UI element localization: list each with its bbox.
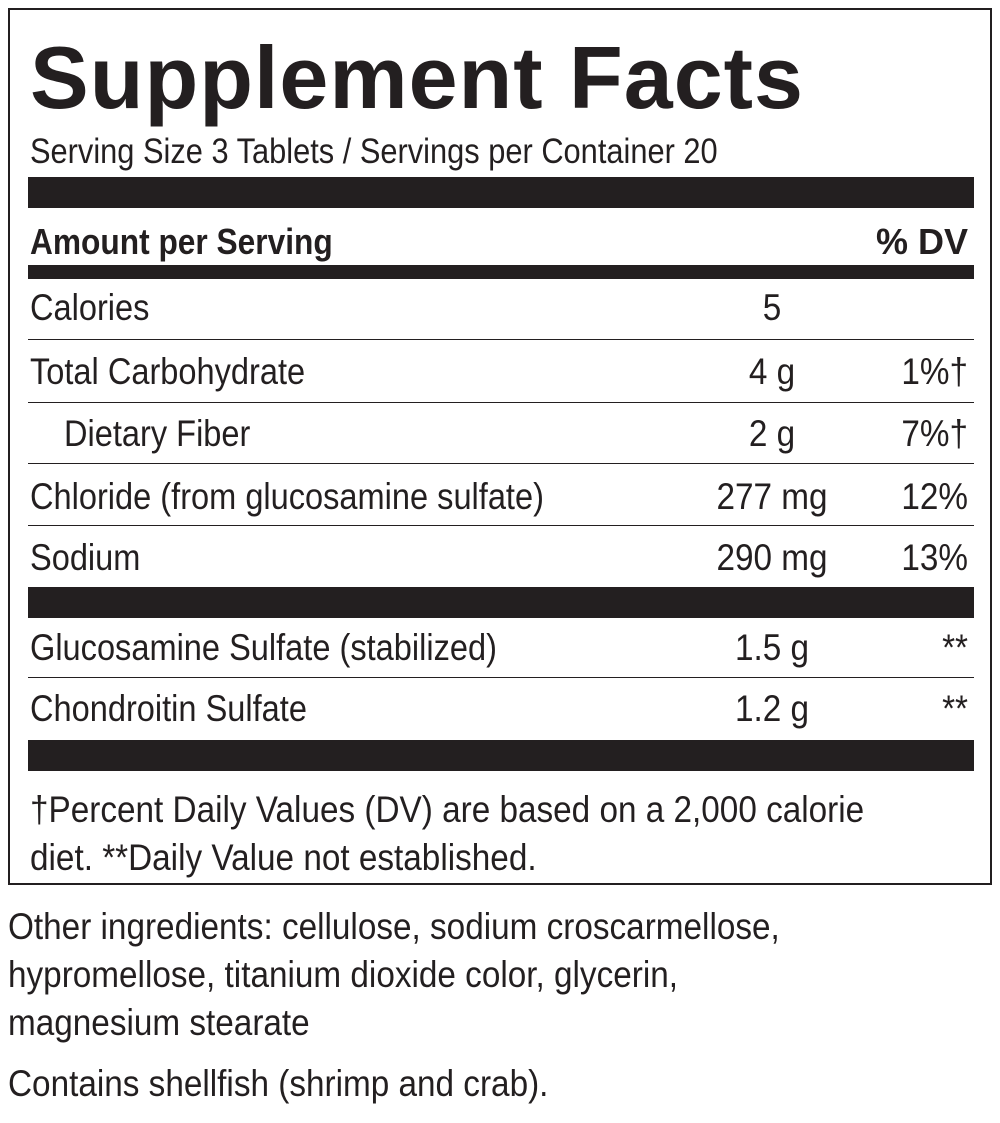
nutrient-name-sodium: Sodium [30, 537, 141, 578]
nutrient-amount-total-carbohydrate: 4 g [748, 351, 796, 392]
row-divider [28, 677, 974, 678]
supplement-facts-panel: Supplement Facts Serving Size 3 Tablets … [8, 8, 992, 885]
nutrient-name-chloride: Chloride (from glucosamine sulfate) [30, 476, 544, 517]
nutrient-name-dietary-fiber: Dietary Fiber [64, 413, 251, 454]
row-divider [28, 525, 974, 526]
footnote: †Percent Daily Values (DV) are based on … [30, 786, 975, 882]
nutrient-amount-dietary-fiber: 2 g [748, 413, 796, 454]
nutrient-name-calories: Calories [30, 287, 150, 328]
footnote-line: †Percent Daily Values (DV) are based on … [30, 789, 865, 830]
other-ingredients-line: magnesium stearate [8, 1002, 310, 1043]
divider-bar [28, 740, 974, 771]
divider-bar [28, 265, 974, 279]
nutrient-amount-sodium: 290 mg [716, 537, 828, 578]
amount-per-serving-header: Amount per Serving [30, 221, 333, 262]
ingredient-dv-glucosamine: ** [942, 627, 968, 668]
row-divider [28, 339, 974, 340]
ingredient-amount-chondroitin: 1.2 g [734, 688, 810, 729]
footnote-line: diet. **Daily Value not established. [30, 837, 537, 878]
nutrient-name-total-carbohydrate: Total Carbohydrate [30, 351, 306, 392]
ingredient-dv-chondroitin: ** [942, 688, 968, 729]
nutrient-dv-dietary-fiber: 7%† [901, 413, 968, 454]
nutrient-dv-total-carbohydrate: 1%† [901, 351, 968, 392]
nutrient-dv-chloride: 12% [901, 476, 968, 517]
allergen-statement: Contains shellfish (shrimp and crab). [8, 1063, 549, 1104]
other-ingredients-line: hypromellose, titanium dioxide color, gl… [8, 954, 679, 995]
other-ingredients-line: Other ingredients: cellulose, sodium cro… [8, 906, 780, 947]
row-divider [28, 463, 974, 464]
divider-bar [28, 177, 974, 208]
nutrient-amount-calories: 5 [762, 287, 782, 328]
divider-bar [28, 587, 974, 618]
nutrient-dv-sodium: 13% [901, 537, 968, 578]
nutrient-amount-chloride: 277 mg [716, 476, 828, 517]
row-divider [28, 402, 974, 403]
ingredient-name-glucosamine: Glucosamine Sulfate (stabilized) [30, 627, 497, 668]
serving-size-line: Serving Size 3 Tablets / Servings per Co… [30, 132, 718, 171]
panel-title: Supplement Facts [30, 28, 804, 127]
dv-header: % DV [875, 221, 968, 262]
other-ingredients: Other ingredients: cellulose, sodium cro… [8, 903, 962, 1047]
ingredient-name-chondroitin: Chondroitin Sulfate [30, 688, 307, 729]
ingredient-amount-glucosamine: 1.5 g [734, 627, 810, 668]
